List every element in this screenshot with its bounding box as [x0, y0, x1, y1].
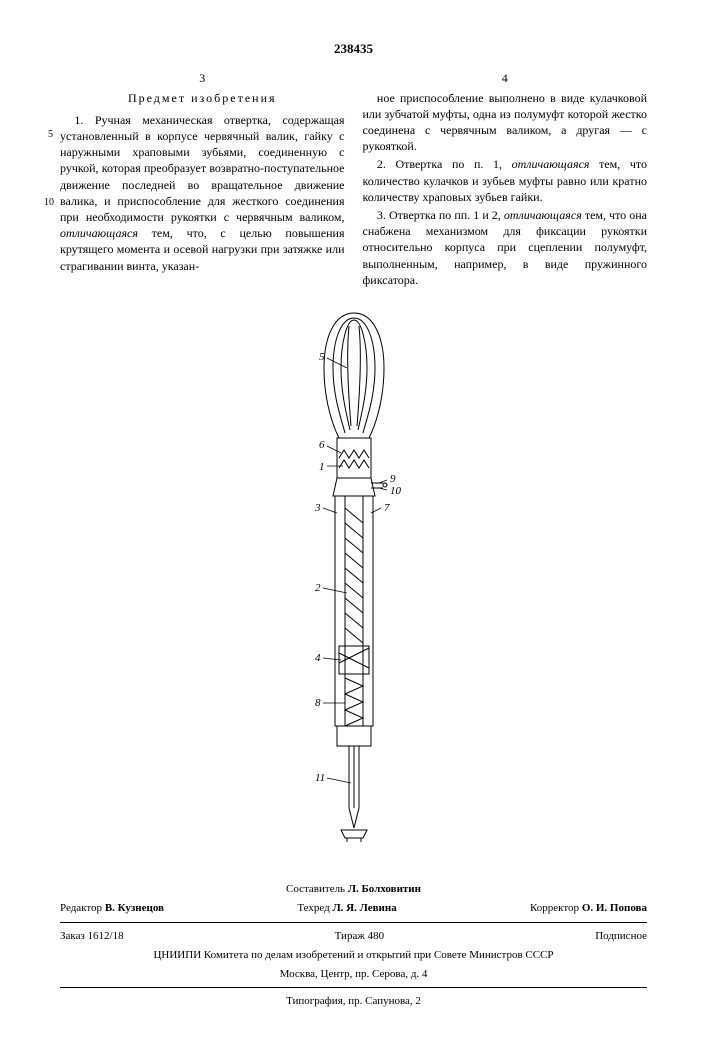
footer-divider-2 [60, 987, 647, 988]
right-col-number: 4 [363, 70, 648, 86]
line-number-5: 5 [48, 128, 53, 142]
order-number: Заказ 1612/18 [60, 929, 124, 944]
compiler-row: Составитель Л. Болховитин [60, 880, 647, 899]
tirazh: Тираж 480 [335, 929, 385, 944]
typography-row: Типография, пр. Сапунова, 2 [60, 992, 647, 1011]
figure-label-2: 2 [315, 582, 321, 594]
podpisnoe: Подписное [595, 929, 647, 944]
section-title: Предмет изобретения [60, 90, 345, 106]
claim2-distinguishing: отличающаяся [512, 157, 590, 171]
claim-1-right: ное приспособление выполнено в виде кула… [363, 90, 648, 155]
figure-label-10: 10 [390, 485, 402, 497]
editor-label: Редактор [60, 902, 102, 914]
address-row: Москва, Центр, пр. Серова, д. 4 [60, 965, 647, 984]
org-row: ЦНИИПИ Комитета по делам изобретений и о… [60, 946, 647, 965]
claim3-distinguishing: отличающаяся [504, 208, 582, 222]
footer: Составитель Л. Болховитин Редактор В. Ку… [60, 880, 647, 1011]
claim-1-left: 1. Ручная механическая отвертка, содержа… [60, 112, 345, 274]
claim1-distinguishing: отличающаяся [60, 226, 138, 240]
line-number-10: 10 [44, 196, 54, 210]
patent-number: 238435 [60, 40, 647, 58]
techred-label: Техред [297, 902, 329, 914]
figure-label-7: 7 [384, 502, 390, 514]
figure-label-6: 6 [319, 439, 325, 451]
compiler-name: Л. Болховитин [348, 883, 421, 895]
left-col-number: 3 [60, 70, 345, 86]
corrector-name: О. И. Попова [582, 902, 647, 914]
claim-2: 2. Отвертка по п. 1, отличающаяся тем, ч… [363, 156, 648, 205]
print-row: Заказ 1612/18 Тираж 480 Подписное [60, 927, 647, 946]
figure-label-8: 8 [315, 697, 321, 709]
compiler-label: Составитель [286, 883, 345, 895]
text-columns: 3 Предмет изобретения 5 10 1. Ручная мех… [60, 70, 647, 290]
corrector-label: Корректор [530, 902, 579, 914]
editor-block: Редактор В. Кузнецов [60, 901, 164, 916]
claim1-text-a: 1. Ручная механическая отвертка, содержа… [60, 113, 345, 224]
figure-label-5: 5 [319, 351, 325, 363]
figure-label-9: 9 [390, 473, 396, 485]
screwdriver-diagram: 5 6 1 3 2 4 8 7 9 10 11 [279, 308, 429, 848]
editor-name: В. Кузнецов [105, 902, 164, 914]
right-column: 4 ное приспособление выполнено в виде ку… [363, 70, 648, 290]
claim-3: 3. Отвертка по пп. 1 и 2, отличающаяся т… [363, 207, 648, 288]
credits-row: Редактор В. Кузнецов Техред Л. Я. Левина… [60, 899, 647, 918]
figure-label-4: 4 [315, 652, 321, 664]
claim2-text-a: 2. Отвертка по п. 1, [377, 157, 512, 171]
figure-label-11: 11 [315, 772, 325, 784]
techred-name: Л. Я. Левина [332, 902, 396, 914]
techred-block: Техред Л. Я. Левина [297, 901, 396, 916]
figure: 5 6 1 3 2 4 8 7 9 10 11 [60, 308, 647, 852]
figure-label-3: 3 [314, 502, 321, 514]
figure-label-1: 1 [319, 461, 325, 473]
footer-divider-1 [60, 922, 647, 923]
claim3-text-a: 3. Отвертка по пп. 1 и 2, [377, 208, 504, 222]
left-column: 3 Предмет изобретения 5 10 1. Ручная мех… [60, 70, 345, 290]
corrector-block: Корректор О. И. Попова [530, 901, 647, 916]
